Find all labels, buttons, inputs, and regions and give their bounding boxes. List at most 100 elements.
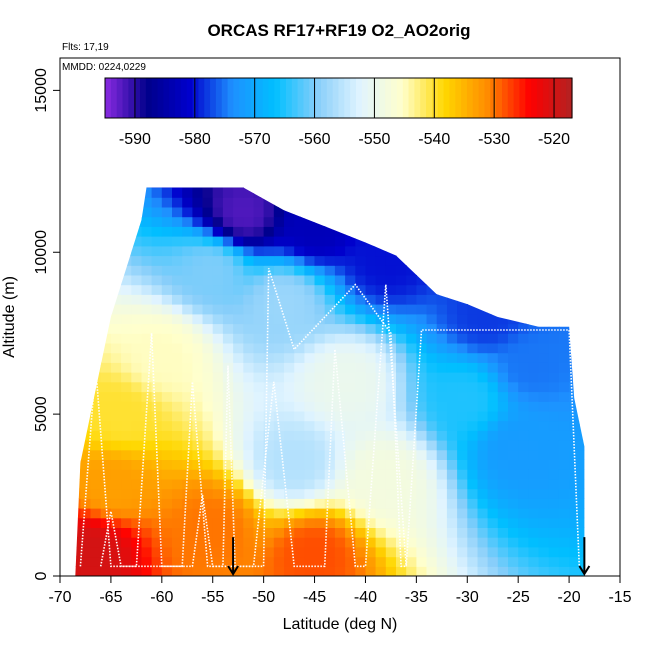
heatmap-cell: [569, 546, 580, 558]
heatmap-cell: [80, 255, 92, 266]
heatmap-cell: [151, 498, 163, 509]
heatmap-cell: [477, 333, 489, 344]
heatmap-cell: [345, 362, 356, 373]
heatmap-cell: [426, 410, 438, 422]
heatmap-cell: [548, 313, 560, 325]
heatmap-cell: [243, 362, 255, 373]
heatmap-cell: [518, 381, 529, 393]
heatmap-cell: [406, 255, 417, 266]
heatmap-cell: [426, 469, 438, 480]
heatmap-cell: [304, 284, 316, 295]
heatmap-cell: [263, 245, 275, 257]
heatmap-cell: [426, 333, 438, 344]
heatmap-cell: [75, 255, 81, 266]
colorbar-cell: [186, 78, 194, 118]
heatmap-cell: [426, 255, 438, 266]
heatmap-cell: [477, 255, 489, 266]
heatmap-cell: [182, 527, 193, 538]
heatmap-cell: [365, 401, 377, 412]
heatmap-cell: [406, 216, 417, 227]
heatmap-cell: [355, 381, 367, 393]
heatmap-cell: [324, 381, 336, 393]
heatmap-cell: [375, 313, 387, 325]
heatmap-cell: [538, 352, 550, 363]
heatmap-cell: [528, 430, 540, 441]
heatmap-cell: [406, 342, 417, 354]
heatmap-cell: [345, 216, 356, 227]
heatmap-cell: [548, 265, 560, 276]
heatmap-cell: [508, 274, 519, 286]
heatmap-cell: [161, 410, 173, 422]
heatmap-cell: [487, 294, 499, 305]
heatmap-cell: [75, 245, 81, 257]
heatmap-cell: [355, 430, 367, 441]
heatmap-cell: [243, 187, 255, 198]
heatmap-cell: [222, 430, 234, 441]
heatmap-cell: [222, 342, 234, 354]
heatmap-cell: [202, 313, 214, 325]
heatmap-cell: [324, 284, 336, 295]
heatmap-cell: [222, 527, 234, 538]
heatmap-cell: [406, 372, 417, 383]
heatmap-cell: [192, 284, 204, 295]
heatmap-cell: [100, 440, 112, 451]
heatmap-cell: [457, 430, 468, 441]
heatmap-cell: [365, 265, 377, 276]
heatmap-cell: [487, 566, 499, 576]
heatmap-cell: [518, 546, 529, 558]
heatmap-cell: [497, 187, 509, 189]
heatmap-cell: [304, 508, 316, 519]
heatmap-cell: [375, 372, 387, 383]
heatmap-cell: [243, 206, 255, 218]
heatmap-cell: [365, 391, 377, 402]
heatmap-cell: [569, 187, 580, 189]
heatmap-cell: [284, 206, 295, 218]
heatmap-cell: [345, 304, 356, 315]
heatmap-cell: [385, 381, 397, 393]
heatmap-cell: [426, 274, 438, 286]
heatmap-cell: [324, 391, 336, 402]
heatmap-cell: [558, 527, 570, 538]
heatmap-cell: [487, 274, 499, 286]
heatmap-cell: [538, 440, 550, 451]
heatmap-cell: [477, 187, 489, 198]
heatmap-cell: [385, 478, 397, 490]
heatmap-cell: [212, 527, 224, 538]
heatmap-cell: [284, 284, 295, 295]
heatmap-cell: [233, 226, 244, 237]
heatmap-cell: [457, 187, 468, 198]
heatmap-cell: [222, 420, 234, 431]
heatmap-cell: [182, 226, 193, 237]
heatmap-cell: [355, 517, 367, 528]
heatmap-cell: [192, 197, 204, 208]
heatmap-cell: [548, 546, 560, 558]
heatmap-cell: [558, 469, 570, 480]
heatmap-cell: [131, 410, 143, 422]
heatmap-cell: [192, 313, 204, 325]
heatmap-cell: [446, 323, 458, 334]
heatmap-cell: [538, 566, 550, 576]
heatmap-cell: [192, 459, 204, 470]
heatmap-cell: [141, 197, 153, 208]
heatmap-cell: [121, 381, 132, 393]
heatmap-cell: [110, 381, 122, 393]
heatmap-cell: [385, 236, 397, 247]
heatmap-cell: [110, 342, 122, 354]
heatmap-cell: [334, 274, 346, 286]
heatmap-cell: [304, 449, 316, 460]
heatmap-cell: [457, 323, 468, 334]
heatmap-cell: [182, 401, 193, 412]
heatmap-cell: [243, 430, 255, 441]
heatmap-cell: [90, 430, 102, 441]
heatmap-cell: [100, 352, 112, 363]
heatmap-cell: [141, 342, 153, 354]
colorbar-cell: [151, 78, 159, 118]
heatmap-cell: [161, 206, 173, 218]
heatmap-cell: [233, 527, 244, 538]
heatmap-cell: [457, 566, 468, 576]
heatmap-cell: [426, 216, 438, 227]
heatmap-cell: [426, 401, 438, 412]
colorbar-cell: [443, 78, 451, 118]
heatmap-cell: [558, 546, 570, 558]
heatmap-cell: [579, 187, 585, 198]
